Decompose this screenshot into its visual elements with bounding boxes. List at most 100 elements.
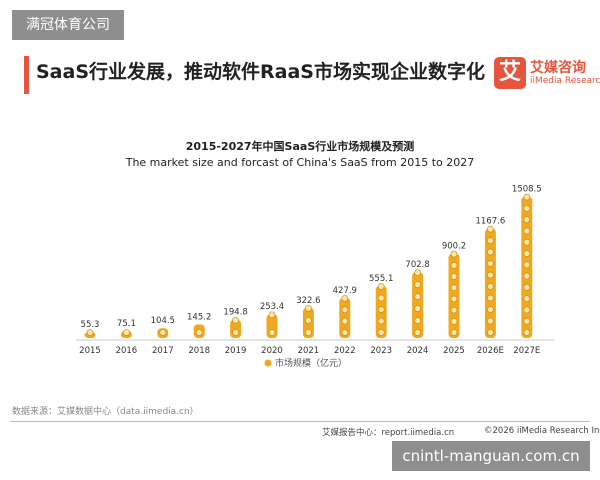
- x-tick-label: 2021: [298, 346, 320, 356]
- bar-2024: [412, 269, 424, 338]
- coin-mark: [450, 273, 458, 280]
- footer-divider: [10, 421, 590, 422]
- coin-mark: [450, 329, 458, 336]
- x-tick-label: 2018: [188, 346, 210, 356]
- coin-mark: [487, 306, 494, 313]
- bar-2026E: [484, 225, 496, 338]
- coin-mark: [487, 271, 494, 279]
- data-label: 427.9: [333, 286, 357, 296]
- coin-mark: [450, 295, 458, 303]
- coin-mark: [523, 227, 531, 235]
- coin-mark: [377, 306, 385, 313]
- data-label: 75.1: [117, 319, 136, 329]
- chart-title: 2015-2027年中国SaaS行业市场规模及预测: [186, 139, 415, 153]
- coin-mark: [487, 329, 494, 336]
- coin-mark: [523, 193, 531, 201]
- bar-2027E: [521, 193, 533, 338]
- coin-mark: [487, 283, 494, 290]
- bar-2017: [157, 328, 169, 338]
- coin-mark: [377, 317, 385, 325]
- footer-report-center: 艾媒报告中心：report.iimedia.cn: [322, 428, 455, 438]
- data-label: 702.8: [405, 260, 429, 270]
- footer-copyright: ©2026 iiMedia Research Inc: [484, 426, 600, 436]
- coin-mark: [232, 329, 239, 336]
- coin-mark: [523, 306, 531, 314]
- data-label: 1167.6: [476, 217, 506, 227]
- coin-mark: [414, 281, 421, 288]
- coin-mark: [268, 329, 276, 336]
- coin-mark: [523, 261, 531, 269]
- coin-mark: [523, 295, 531, 302]
- page-headline: SaaS行业发展，推动软件RaaS市场实现企业数字化: [36, 61, 485, 83]
- x-tick-label: 2023: [370, 346, 392, 356]
- coin-mark: [450, 318, 458, 325]
- coin-mark: [523, 238, 531, 246]
- data-label: 1508.5: [512, 185, 542, 195]
- coin-mark: [487, 294, 494, 302]
- coin-mark: [123, 329, 130, 336]
- coin-mark: [305, 317, 312, 324]
- data-label: 253.4: [260, 302, 284, 312]
- bar-2016: [120, 329, 132, 338]
- coin-mark: [523, 272, 531, 280]
- coin-mark: [341, 329, 349, 336]
- data-label: 104.5: [151, 316, 175, 326]
- coin-mark: [414, 305, 421, 312]
- x-tick-label: 2024: [407, 346, 429, 356]
- coin-mark: [377, 283, 385, 290]
- bar-2018: [193, 324, 205, 338]
- coin-mark: [487, 248, 494, 256]
- coin-mark: [450, 262, 458, 269]
- coin-mark: [305, 304, 312, 312]
- data-label: 322.6: [296, 296, 320, 306]
- x-tick-label: 2027E: [513, 346, 540, 356]
- coin-mark: [450, 306, 458, 314]
- legend-label: 市场规模（亿元）: [275, 357, 347, 369]
- data-label: 900.2: [442, 242, 466, 252]
- coin-mark: [523, 317, 531, 325]
- coin-mark: [487, 225, 494, 233]
- chart-subtitle: The market size and forcast of China's S…: [125, 156, 475, 169]
- coin-mark: [450, 284, 458, 292]
- logo-glyph: 艾: [494, 57, 526, 89]
- iimedia-logo: 艾 艾媒咨询 iiMedia Research: [494, 55, 600, 95]
- bar-2021: [302, 304, 314, 338]
- coin-mark: [232, 316, 239, 324]
- bar-2022: [339, 295, 351, 338]
- site-watermark: cnintl-manguan.com.cn: [392, 441, 590, 471]
- coin-mark: [377, 329, 385, 336]
- x-tick-label: 2017: [152, 346, 174, 356]
- bar-2019: [230, 316, 242, 338]
- coin-mark: [341, 317, 349, 325]
- coin-mark: [195, 329, 203, 336]
- x-tick-label: 2025: [443, 346, 465, 356]
- data-label: 55.3: [81, 320, 100, 330]
- headline-accent-bar: [24, 56, 29, 94]
- x-tick-label: 2022: [334, 346, 356, 356]
- coin-mark: [305, 329, 312, 336]
- coin-mark: [377, 294, 385, 302]
- coin-mark: [450, 250, 458, 258]
- coin-mark: [487, 237, 494, 244]
- bar-2020: [266, 311, 278, 338]
- coin-mark: [523, 205, 531, 212]
- coin-mark: [523, 216, 531, 223]
- coin-mark: [523, 250, 531, 257]
- coin-mark: [159, 329, 167, 336]
- coin-mark: [414, 317, 421, 324]
- bar-2025: [448, 250, 460, 338]
- coin-mark: [86, 329, 94, 336]
- x-tick-label: 2016: [116, 346, 138, 356]
- data-label: 555.1: [369, 274, 393, 284]
- logo-name-en: iiMedia Research: [530, 76, 600, 86]
- legend-swatch: [264, 359, 272, 367]
- legend: 市场规模（亿元）: [264, 357, 347, 369]
- x-tick-label: 2026E: [477, 346, 504, 356]
- coin-mark: [341, 306, 349, 314]
- bar-2023: [375, 283, 387, 338]
- coin-mark: [487, 317, 494, 325]
- x-tick-label: 2015: [79, 346, 101, 356]
- coin-mark: [341, 295, 349, 302]
- data-label: 194.8: [223, 308, 247, 318]
- bar-2015: [84, 329, 96, 338]
